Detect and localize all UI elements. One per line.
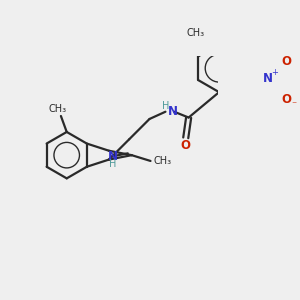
Text: ⁻: ⁻	[291, 100, 296, 110]
Text: O: O	[181, 139, 191, 152]
Text: N: N	[262, 72, 272, 85]
Text: N: N	[107, 150, 118, 163]
Text: CH₃: CH₃	[49, 104, 67, 114]
Text: N: N	[168, 105, 178, 118]
Text: CH₃: CH₃	[153, 156, 171, 166]
Text: +: +	[271, 68, 278, 77]
Text: H: H	[109, 159, 116, 169]
Text: O: O	[281, 55, 291, 68]
Text: CH₃: CH₃	[186, 28, 205, 38]
Text: O: O	[281, 92, 291, 106]
Text: H: H	[162, 101, 169, 111]
